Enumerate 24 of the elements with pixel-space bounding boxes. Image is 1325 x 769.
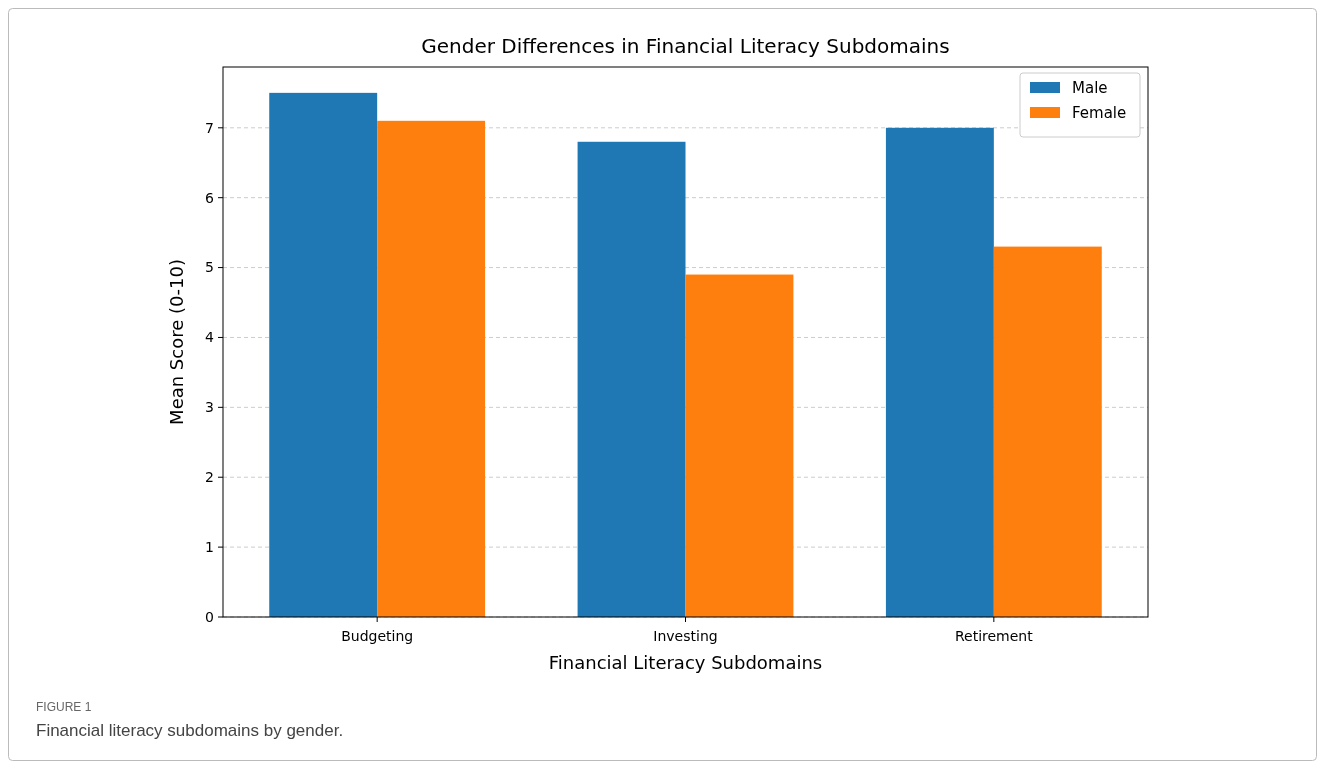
y-tick-label: 2	[205, 469, 214, 486]
caption: FIGURE 1	[36, 700, 92, 714]
bar	[993, 246, 1102, 617]
x-tick-label: Budgeting	[341, 628, 414, 644]
bar	[377, 120, 486, 617]
y-tick-label: 0	[205, 608, 214, 625]
chart-title: Gender Differences in Financial Literacy Subdomains	[421, 34, 950, 58]
x-tick-label: Investing	[653, 628, 718, 644]
y-tick-label: 7	[205, 119, 214, 136]
x-axis-title: Financial Literacy Subdomains	[548, 652, 823, 673]
bar	[685, 274, 794, 617]
y-tick-label: 6	[205, 189, 215, 206]
text: Financial literacy subdomains by gender.	[36, 721, 344, 740]
x-tick-label: Retirement	[954, 628, 1034, 644]
y-axis-title: Mean Score (0-10)	[166, 259, 187, 425]
bar	[885, 127, 994, 617]
legend-label: Male	[1072, 79, 1108, 98]
y-tick-label: 3	[205, 399, 214, 416]
y-tick-label: 4	[205, 329, 215, 346]
y-tick-label: 1	[205, 539, 214, 556]
y-tick-label: 5	[205, 259, 214, 276]
bar	[577, 141, 686, 617]
legend-label: Female	[1072, 104, 1127, 123]
bar	[269, 92, 378, 617]
